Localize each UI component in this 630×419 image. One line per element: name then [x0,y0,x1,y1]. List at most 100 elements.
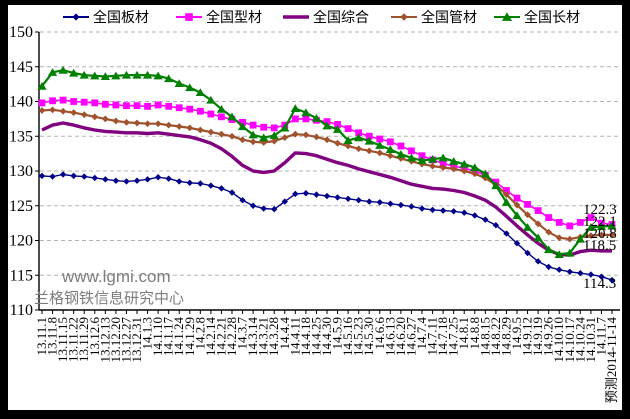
diamond-marker [270,137,278,145]
x-tick-label-48: 14.9.26 [541,317,556,357]
square-marker [334,121,341,128]
x-tick-label-38: 14.7.18 [435,317,450,356]
triangle-marker [364,136,374,145]
triangle-marker [354,133,364,142]
diamond-marker [101,115,109,123]
x-tick-label-11: 14.1.10 [150,317,165,356]
square-marker [91,99,99,107]
x-tick-label-21: 14.3.21 [256,317,271,356]
x-tick-label-41: 14.8.8 [467,317,482,350]
x-tick-label-45: 14.9.5 [509,317,524,350]
series-0-diamond [38,171,616,284]
x-tick-label-39: 14.7.25 [446,317,461,356]
diamond-marker [91,113,99,121]
square-marker [249,121,257,129]
x-tick-label-33: 14.6.13 [382,317,397,356]
triangle-marker [332,125,343,133]
diamond-marker [302,190,310,197]
x-tick-label-42: 14.8.15 [477,317,492,356]
legend-label-2: 全国综合 [313,9,369,26]
x-tick-label-25: 14.4.18 [298,317,313,356]
triangle-marker [69,68,79,77]
triangle-marker [438,153,448,162]
legend-label-4: 全国长材 [524,9,580,26]
diamond-marker [566,235,574,243]
diamond-marker [344,195,352,202]
diamond-marker [524,249,531,257]
x-tick-label-28: 14.5.9 [330,317,345,350]
gridlines [40,31,620,276]
x-tick-label-3: 13.11.22 [66,317,81,362]
y-tick-label-110: 110 [10,302,33,319]
x-tick-label-4: 13.11.29 [76,317,91,362]
square-marker [175,104,183,112]
diamond-marker [207,182,215,189]
square-marker [186,105,194,113]
triangle-marker [111,71,121,80]
square-marker [408,147,415,155]
series-2-none [41,121,612,257]
x-tick-label-40: 14.8.1 [456,317,471,350]
diamond-marker [429,206,436,214]
diamond-marker [133,119,141,127]
diamond-marker [313,191,320,198]
square-marker [112,101,120,109]
square-marker [376,135,384,143]
y-tick-label-145: 145 [9,59,33,76]
triangle-marker [174,79,184,87]
diamond-marker [91,174,98,182]
square-marker [59,96,67,104]
square-marker [70,98,78,105]
diamond-marker [218,130,225,138]
diamond-marker [450,165,458,173]
y-tick-label-135: 135 [9,128,33,145]
triangle-marker [565,248,575,257]
square-marker [207,110,215,118]
diamond-marker [366,198,373,205]
y-tick-label-115: 115 [10,267,33,284]
triangle-marker [512,211,522,220]
square-marker [386,138,394,146]
triangle-marker [554,250,564,258]
square-marker [49,97,56,105]
x-tick-label-14: 14.1.29 [182,317,197,356]
triangle-marker [449,157,459,165]
diamond-marker [460,167,468,175]
x-tick-label-12: 14.1.17 [161,317,176,357]
diamond-marker [598,273,605,280]
x-tick-label-9: 13.12.31 [129,317,144,363]
diamond-marker [344,142,352,150]
triangle-marker [522,223,533,231]
diamond-marker [418,205,426,212]
triangle-marker [195,88,205,97]
square-marker [524,200,531,208]
triangle-marker [375,141,385,149]
diamond-marker [598,231,605,239]
y-tick-label-120: 120 [9,233,33,250]
x-tick-label-5: 13.12.6 [87,317,102,357]
square-marker [397,142,405,150]
diamond-marker [228,189,236,196]
triangle-marker [58,66,68,74]
triangle-marker [237,122,248,131]
diamond-marker [112,117,120,125]
square-marker [302,115,310,123]
x-tick-label-6: 13.12.13 [97,317,112,363]
square-marker [38,99,46,107]
diamond-marker [70,172,77,180]
diamond-marker [196,126,204,134]
diamond-marker [186,179,193,187]
triangle-marker [480,169,490,178]
legend-item-2: 全国综合 [283,9,369,26]
diamond-marker [555,234,563,242]
diamond-marker [386,152,394,160]
triangle-marker [311,113,322,122]
x-tick-label-30: 14.5.23 [351,317,366,356]
x-tick-label-16: 14.2.14 [203,317,218,357]
y-tick-label-140: 140 [9,94,33,111]
x-tick-label-51: 14.10.24 [572,317,587,363]
diamond-marker [397,201,405,209]
legend-item-3: 全国管材 [391,9,477,26]
diamond-marker [165,175,172,182]
